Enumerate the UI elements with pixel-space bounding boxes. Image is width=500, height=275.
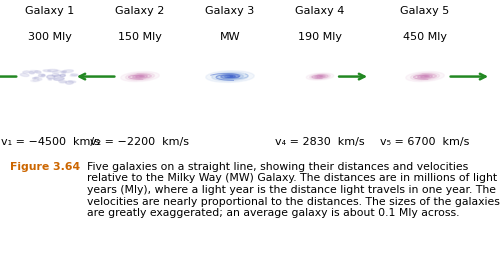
Ellipse shape xyxy=(32,78,36,79)
Ellipse shape xyxy=(421,75,429,78)
Text: 450 Mly: 450 Mly xyxy=(403,32,447,42)
Ellipse shape xyxy=(41,75,44,76)
Text: 190 Mly: 190 Mly xyxy=(298,32,342,42)
Ellipse shape xyxy=(70,75,76,76)
Ellipse shape xyxy=(423,76,427,77)
Ellipse shape xyxy=(120,72,160,82)
Ellipse shape xyxy=(126,73,154,80)
Ellipse shape xyxy=(54,75,60,77)
Ellipse shape xyxy=(410,73,440,80)
Text: Figure 3.64: Figure 3.64 xyxy=(10,162,80,172)
Ellipse shape xyxy=(46,75,55,79)
Text: v₂ = −2200  km/s: v₂ = −2200 km/s xyxy=(90,137,190,147)
Ellipse shape xyxy=(312,75,328,79)
Ellipse shape xyxy=(61,72,66,73)
Text: v₅ = 6700  km/s: v₅ = 6700 km/s xyxy=(380,137,470,147)
Ellipse shape xyxy=(318,76,322,77)
Ellipse shape xyxy=(414,74,436,79)
Ellipse shape xyxy=(60,75,66,77)
Ellipse shape xyxy=(20,73,29,76)
Ellipse shape xyxy=(54,78,64,80)
Text: v₄ = 2830  km/s: v₄ = 2830 km/s xyxy=(275,137,365,147)
Ellipse shape xyxy=(43,70,51,72)
Ellipse shape xyxy=(38,74,45,77)
Text: MW: MW xyxy=(220,32,240,42)
Ellipse shape xyxy=(62,70,74,73)
Ellipse shape xyxy=(66,81,74,84)
Text: 150 Mly: 150 Mly xyxy=(118,32,162,42)
Ellipse shape xyxy=(71,74,78,76)
Ellipse shape xyxy=(62,71,66,72)
Ellipse shape xyxy=(406,72,444,82)
Ellipse shape xyxy=(23,71,29,73)
Text: v₁ = −4500  km/s: v₁ = −4500 km/s xyxy=(0,137,100,147)
Ellipse shape xyxy=(38,78,42,80)
Ellipse shape xyxy=(216,73,244,80)
Ellipse shape xyxy=(34,77,38,78)
Text: Galaxy 2: Galaxy 2 xyxy=(116,6,164,16)
Ellipse shape xyxy=(306,73,334,80)
Ellipse shape xyxy=(212,72,248,81)
Text: Galaxy 3: Galaxy 3 xyxy=(206,6,254,16)
Text: Galaxy 5: Galaxy 5 xyxy=(400,6,450,16)
Ellipse shape xyxy=(34,71,41,73)
Ellipse shape xyxy=(228,76,232,77)
Ellipse shape xyxy=(136,75,144,78)
Ellipse shape xyxy=(58,81,66,82)
Ellipse shape xyxy=(30,70,38,72)
Text: Galaxy 4: Galaxy 4 xyxy=(296,6,344,16)
Ellipse shape xyxy=(52,73,59,76)
Ellipse shape xyxy=(48,69,58,72)
Ellipse shape xyxy=(48,79,51,80)
Ellipse shape xyxy=(206,71,254,82)
Ellipse shape xyxy=(317,76,323,77)
Ellipse shape xyxy=(52,70,60,73)
Text: Galaxy 1: Galaxy 1 xyxy=(26,6,74,16)
Ellipse shape xyxy=(138,76,142,77)
Ellipse shape xyxy=(418,75,432,78)
Ellipse shape xyxy=(315,75,325,78)
Text: Five galaxies on a straight line, showing their distances and velocities relativ: Five galaxies on a straight line, showin… xyxy=(86,162,500,218)
Ellipse shape xyxy=(221,74,239,79)
Ellipse shape xyxy=(132,75,148,78)
Ellipse shape xyxy=(130,74,150,79)
Ellipse shape xyxy=(60,81,66,83)
Ellipse shape xyxy=(310,74,330,79)
Ellipse shape xyxy=(30,80,40,82)
Text: 300 Mly: 300 Mly xyxy=(28,32,72,42)
Ellipse shape xyxy=(29,72,34,74)
Ellipse shape xyxy=(224,75,235,78)
Ellipse shape xyxy=(33,79,38,81)
Ellipse shape xyxy=(68,81,76,83)
